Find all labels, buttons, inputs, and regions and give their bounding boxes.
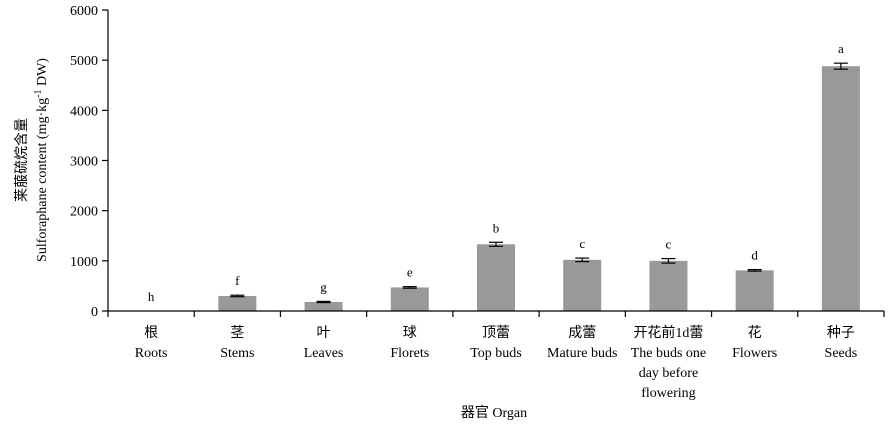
y-axis-title-en-main: Sulforaphane content (mg·kg [35,98,50,262]
y-tick-label: 2000 [70,205,98,220]
x-category-label-cn: 开花前1d蕾 [633,324,703,341]
x-category-label-cn: 顶蕾 [482,325,510,341]
y-axis-title-en-sup: -1 [33,90,44,98]
x-category-label-en: Flowers [732,346,777,361]
significance-label: c [579,236,585,251]
bar [390,287,429,311]
bar [304,301,343,311]
significance-label: h [148,289,155,304]
x-category-label-cn: 叶 [317,325,331,341]
x-category-label-en: Leaves [304,346,344,361]
x-category-label-en: Seeds [825,346,858,361]
x-category-label-en: The buds one [631,346,706,361]
bar [735,270,774,311]
y-tick-label: 5000 [70,54,98,69]
y-tick-label: 6000 [70,4,98,19]
bar [821,66,860,311]
y-axis-title-en: Sulforaphane content (mg·kg-1 DW) [33,58,50,262]
significance-label: a [838,41,844,56]
bar [563,259,602,311]
x-category-label-cn: 根 [144,325,158,341]
x-category-label-cn: 成蕾 [568,325,596,341]
significance-label: f [235,273,240,288]
y-tick-label: 0 [91,305,98,320]
x-category-label-en: Roots [135,346,168,361]
x-category-label-en: Mature buds [547,346,617,361]
bars-group [218,66,860,311]
bar [477,244,515,311]
significance-label: g [320,279,327,294]
x-category-label-en: Stems [220,346,254,361]
y-tick-label: 1000 [70,255,98,270]
x-category-label-en: Florets [390,346,429,361]
x-ticks-group [107,311,885,317]
significance-labels-group: h f g e b c c d a [148,41,844,304]
x-category-label-en: day before [639,366,698,381]
x-category-labels-group: 根 Roots 茎 Stems 叶 Leaves 球 Florets 顶蕾 Top buds 成蕾 M… [135,324,857,401]
significance-label: b [493,220,500,235]
y-ticks-group: 0 1000 2000 3000 4000 5000 6000 [70,4,108,320]
x-category-label-en: Top buds [470,346,522,361]
y-tick-label: 3000 [70,155,98,170]
significance-label: d [751,248,758,263]
significance-label: e [407,265,413,280]
x-category-label-en: flowering [641,386,695,401]
bar [218,295,257,311]
y-axis-title-cn: 莱菔硫烷含量 [14,118,30,202]
y-tick-label: 4000 [70,104,98,119]
x-category-label-cn: 种子 [827,325,855,341]
bar [649,260,688,311]
x-axis-title: 器官 Organ [461,405,527,421]
x-category-label-cn: 球 [403,325,417,341]
significance-label: c [666,237,672,252]
x-category-label-cn: 茎 [230,325,244,341]
y-axis-title-en-end: DW) [35,58,50,90]
x-category-label-cn: 花 [748,325,762,341]
error-bars-group [230,62,848,304]
